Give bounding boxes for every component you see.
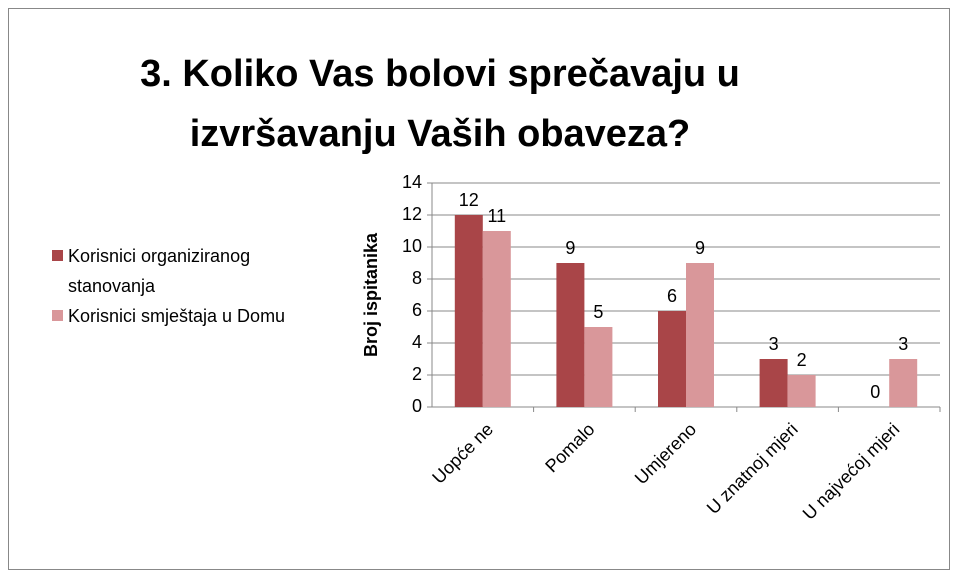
y-tick-label: 14 [402, 172, 422, 192]
value-label: 2 [797, 350, 807, 370]
bar [787, 375, 816, 407]
y-axis-label: Broj ispitanika [361, 232, 381, 357]
y-tick-label: 8 [412, 268, 422, 288]
value-label: 11 [487, 206, 506, 226]
value-label: 3 [898, 334, 908, 354]
bar [454, 215, 483, 407]
y-tick-label: 6 [412, 300, 422, 320]
y-tick-label: 2 [412, 364, 422, 384]
value-label: 12 [459, 190, 479, 210]
bar [584, 327, 613, 407]
x-tick-label: Pomalo [541, 419, 598, 476]
chart-title: 3. Koliko Vas bolovi sprečavaju u izvrša… [140, 53, 740, 155]
y-tick-label: 4 [412, 332, 422, 352]
y-tick-label: 10 [402, 236, 422, 256]
bar [759, 359, 788, 407]
bar [556, 263, 585, 407]
value-label: 3 [769, 334, 779, 354]
legend-label: Korisnici organiziranog stanovanja [68, 246, 251, 296]
bar [482, 231, 511, 407]
value-label: 6 [667, 286, 677, 306]
legend-item: Korisnici smještaja u Domu [52, 301, 292, 331]
value-label: 9 [565, 238, 575, 258]
legend-item: Korisnici organiziranog stanovanja [52, 241, 292, 301]
x-tick-label: Umjereno [631, 419, 700, 488]
x-tick-label: Uopće ne [428, 419, 497, 488]
bar [889, 359, 918, 407]
y-tick-label: 0 [412, 396, 422, 416]
bar [658, 311, 686, 407]
legend-swatch [52, 310, 63, 321]
slide-frame [8, 8, 950, 570]
y-tick-label: 12 [402, 204, 422, 224]
legend-swatch [52, 250, 63, 261]
value-label: 0 [870, 382, 880, 402]
x-tick-label: U najvećoj mjeri [799, 419, 904, 524]
value-label: 5 [593, 302, 603, 322]
bar [686, 263, 714, 407]
value-label: 9 [695, 238, 705, 258]
legend-label: Korisnici smještaja u Domu [68, 306, 286, 326]
x-tick-label: U znatnoj mjeri [703, 419, 802, 518]
